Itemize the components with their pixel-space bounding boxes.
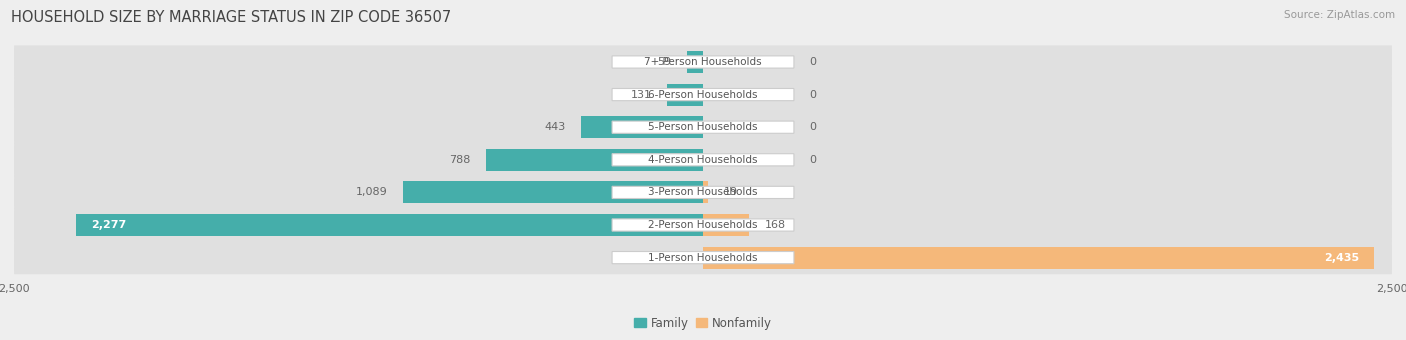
Text: 1,089: 1,089 bbox=[356, 187, 388, 198]
Text: 59: 59 bbox=[658, 57, 672, 67]
Bar bbox=[581, 116, 703, 138]
Text: 131: 131 bbox=[631, 90, 652, 100]
FancyBboxPatch shape bbox=[612, 56, 794, 68]
Text: 19: 19 bbox=[724, 187, 738, 198]
FancyBboxPatch shape bbox=[612, 154, 794, 166]
Bar bbox=[703, 181, 709, 203]
Text: 2,435: 2,435 bbox=[1323, 253, 1358, 262]
Text: 0: 0 bbox=[808, 155, 815, 165]
Text: 5-Person Households: 5-Person Households bbox=[648, 122, 758, 132]
Text: 0: 0 bbox=[808, 90, 815, 100]
Bar bbox=[703, 246, 1374, 269]
Text: 0: 0 bbox=[808, 122, 815, 132]
Bar bbox=[703, 214, 749, 236]
Text: 2,277: 2,277 bbox=[90, 220, 127, 230]
Text: 2-Person Households: 2-Person Households bbox=[648, 220, 758, 230]
Text: 3-Person Households: 3-Person Households bbox=[648, 187, 758, 198]
FancyBboxPatch shape bbox=[612, 121, 794, 133]
Text: 788: 788 bbox=[450, 155, 471, 165]
FancyBboxPatch shape bbox=[14, 176, 1392, 209]
FancyBboxPatch shape bbox=[14, 241, 1392, 274]
FancyBboxPatch shape bbox=[612, 252, 794, 264]
FancyBboxPatch shape bbox=[612, 219, 794, 231]
Text: Source: ZipAtlas.com: Source: ZipAtlas.com bbox=[1284, 10, 1395, 20]
Bar bbox=[666, 84, 703, 106]
Text: 4-Person Households: 4-Person Households bbox=[648, 155, 758, 165]
Bar bbox=[404, 181, 703, 203]
Text: 168: 168 bbox=[765, 220, 786, 230]
FancyBboxPatch shape bbox=[14, 78, 1392, 111]
FancyBboxPatch shape bbox=[612, 88, 794, 101]
Bar bbox=[486, 149, 703, 171]
Bar bbox=[686, 51, 703, 73]
Text: 1-Person Households: 1-Person Households bbox=[648, 253, 758, 262]
FancyBboxPatch shape bbox=[14, 45, 1392, 79]
Text: 6-Person Households: 6-Person Households bbox=[648, 90, 758, 100]
Text: HOUSEHOLD SIZE BY MARRIAGE STATUS IN ZIP CODE 36507: HOUSEHOLD SIZE BY MARRIAGE STATUS IN ZIP… bbox=[11, 10, 451, 25]
Bar bbox=[76, 214, 703, 236]
FancyBboxPatch shape bbox=[14, 143, 1392, 176]
FancyBboxPatch shape bbox=[612, 186, 794, 199]
Text: 443: 443 bbox=[544, 122, 565, 132]
FancyBboxPatch shape bbox=[14, 110, 1392, 144]
Text: 0: 0 bbox=[808, 57, 815, 67]
FancyBboxPatch shape bbox=[14, 208, 1392, 242]
Text: 7+ Person Households: 7+ Person Households bbox=[644, 57, 762, 67]
Legend: Family, Nonfamily: Family, Nonfamily bbox=[630, 312, 776, 335]
